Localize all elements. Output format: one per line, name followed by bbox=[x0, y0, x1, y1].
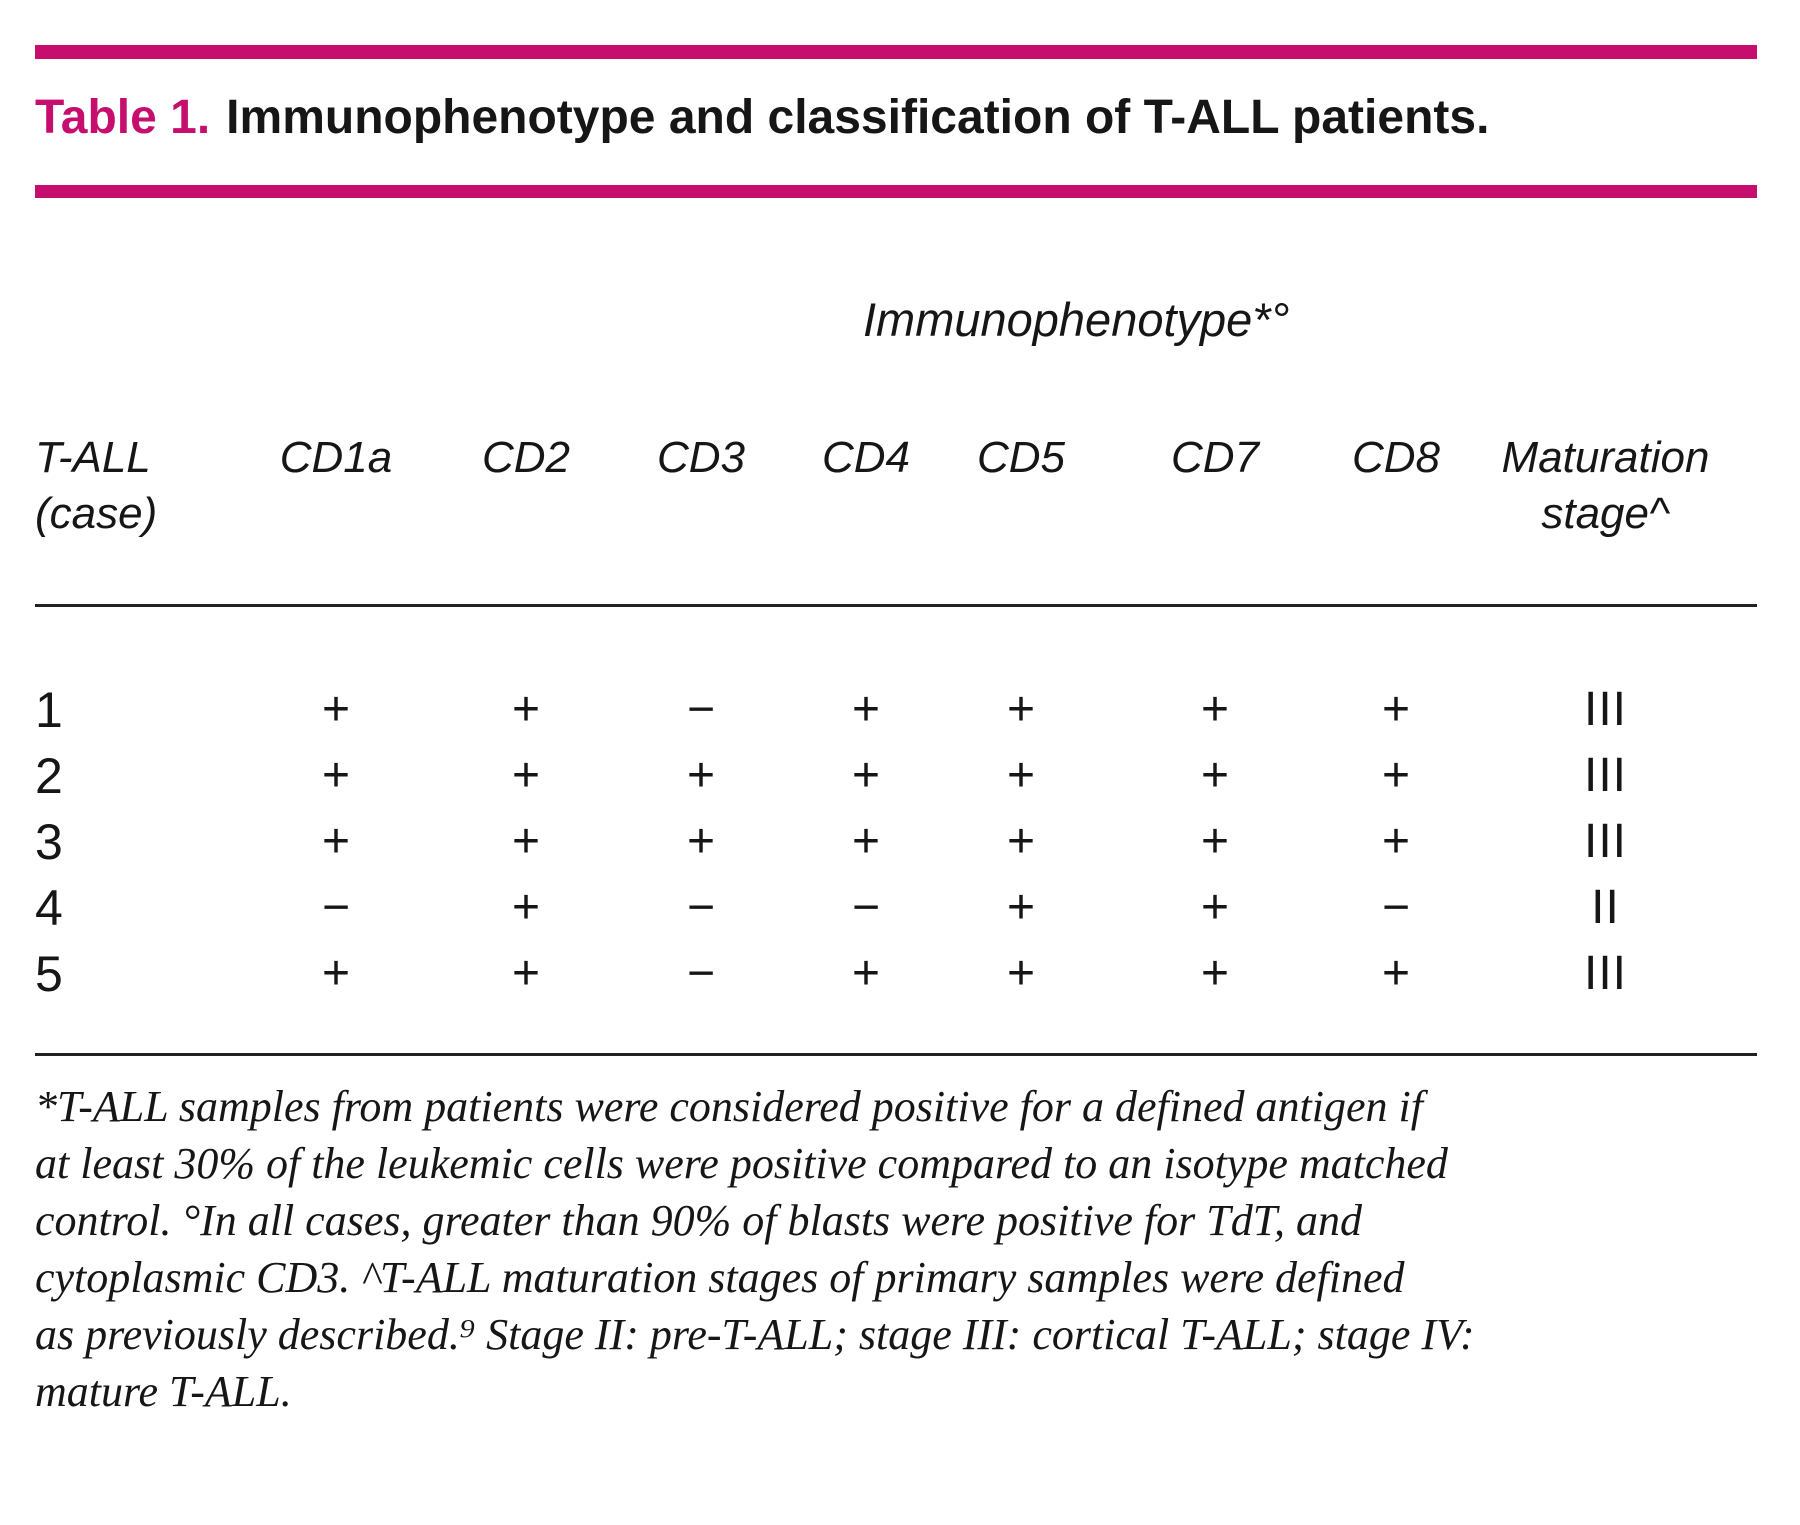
marker-value-cd1a: + bbox=[321, 749, 351, 802]
column-header-cd4: CD4 bbox=[782, 400, 950, 607]
case-number: 2 bbox=[35, 748, 63, 804]
footnote-line: cytoplasmic CD3. ^T-ALL maturation stage… bbox=[35, 1253, 1405, 1302]
column-header-cd3: CD3 bbox=[620, 400, 782, 607]
marker-value-cd1a: + bbox=[321, 947, 351, 1000]
maturation-stage-value: III bbox=[1583, 749, 1627, 802]
marker-value-cd2: + bbox=[511, 683, 541, 736]
marker-value-cd5: + bbox=[1006, 815, 1036, 868]
column-header-cd1a: CD1a bbox=[240, 400, 432, 607]
marker-value-cd2: + bbox=[511, 749, 541, 802]
case-number: 3 bbox=[35, 814, 63, 870]
column-header-line1: CD2 bbox=[481, 433, 571, 482]
title-bottom-accent-rule bbox=[35, 185, 1757, 198]
column-header-maturation-stage: Maturation stage^ bbox=[1454, 400, 1757, 607]
marker-value-cd5: + bbox=[1006, 749, 1036, 802]
marker-value-cd5: + bbox=[1006, 947, 1036, 1000]
marker-value-cd8: + bbox=[1381, 947, 1411, 1000]
table-row: 3 + + + + + + + III bbox=[35, 809, 1757, 875]
table-title: Table 1. Immunophenotype and classificati… bbox=[35, 90, 1489, 145]
marker-value-cd5: + bbox=[1006, 683, 1036, 736]
case-number: 4 bbox=[35, 880, 63, 936]
marker-value-cd4: − bbox=[851, 881, 881, 934]
column-header-line1: CD5 bbox=[976, 433, 1066, 482]
column-header-line2: stage^ bbox=[1541, 489, 1670, 538]
table-row: 2 + + + + + + + III bbox=[35, 743, 1757, 809]
marker-value-cd3: − bbox=[686, 683, 716, 736]
footnote-line: as previously described.⁹ Stage II: pre-… bbox=[35, 1310, 1475, 1359]
marker-value-cd4: + bbox=[851, 683, 881, 736]
marker-value-cd7: + bbox=[1200, 683, 1230, 736]
column-header-line1: CD1a bbox=[279, 433, 393, 482]
table-number-label: Table 1. bbox=[35, 91, 211, 144]
marker-value-cd4: + bbox=[851, 749, 881, 802]
column-header-line2: (case) bbox=[35, 489, 158, 538]
column-header-line1: CD7 bbox=[1170, 433, 1260, 482]
immunophenotype-group-header: Immunophenotype*° bbox=[863, 293, 1290, 346]
column-header-line1: CD4 bbox=[821, 433, 911, 482]
column-header-cd5: CD5 bbox=[950, 400, 1092, 607]
maturation-stage-value: III bbox=[1583, 815, 1627, 868]
maturation-stage-value: III bbox=[1583, 683, 1627, 736]
marker-value-cd3: + bbox=[686, 815, 716, 868]
marker-value-cd8: − bbox=[1381, 881, 1411, 934]
immunophenotype-table: T-ALL (case) CD1a CD2 CD3 CD4 CD5 bbox=[35, 400, 1757, 1056]
maturation-stage-value: II bbox=[1591, 881, 1620, 934]
marker-value-cd1a: + bbox=[321, 815, 351, 868]
marker-value-cd7: + bbox=[1200, 815, 1230, 868]
footnote-line: control. °In all cases, greater than 90%… bbox=[35, 1196, 1362, 1245]
table-row: 1 + + − + + + + III bbox=[35, 606, 1757, 744]
marker-value-cd4: + bbox=[851, 815, 881, 868]
marker-value-cd7: + bbox=[1200, 881, 1230, 934]
marker-value-cd5: + bbox=[1006, 881, 1036, 934]
top-accent-rule bbox=[35, 45, 1757, 59]
column-header-cd8: CD8 bbox=[1338, 400, 1454, 607]
column-header-case: T-ALL (case) bbox=[35, 400, 240, 607]
column-header-cd7: CD7 bbox=[1092, 400, 1338, 607]
marker-value-cd2: + bbox=[511, 815, 541, 868]
table-footnote: *T-ALL samples from patients were consid… bbox=[35, 1078, 1475, 1420]
marker-value-cd2: + bbox=[511, 881, 541, 934]
footnote-line: mature T-ALL. bbox=[35, 1367, 292, 1416]
marker-value-cd8: + bbox=[1381, 749, 1411, 802]
table-row: 5 + + − + + + + III bbox=[35, 941, 1757, 1055]
marker-value-cd8: + bbox=[1381, 683, 1411, 736]
marker-value-cd2: + bbox=[511, 947, 541, 1000]
footnote-line: at least 30% of the leukemic cells were … bbox=[35, 1139, 1448, 1188]
marker-value-cd3: + bbox=[686, 749, 716, 802]
column-header-line1: T-ALL bbox=[35, 433, 151, 482]
marker-value-cd1a: − bbox=[321, 881, 351, 934]
maturation-stage-value: III bbox=[1583, 947, 1627, 1000]
marker-value-cd4: + bbox=[851, 947, 881, 1000]
marker-value-cd3: − bbox=[686, 881, 716, 934]
column-header-cd2: CD2 bbox=[432, 400, 620, 607]
case-number: 5 bbox=[35, 946, 63, 1002]
marker-value-cd1a: + bbox=[321, 683, 351, 736]
column-header-line1: CD3 bbox=[656, 433, 746, 482]
table-row: 4 − + − − + + − II bbox=[35, 875, 1757, 941]
table-title-text: Immunophenotype and classification of T-… bbox=[226, 91, 1490, 144]
marker-value-cd3: − bbox=[686, 947, 716, 1000]
case-number: 1 bbox=[35, 682, 63, 738]
marker-value-cd7: + bbox=[1200, 749, 1230, 802]
marker-value-cd8: + bbox=[1381, 815, 1411, 868]
column-header-line1: CD8 bbox=[1351, 433, 1441, 482]
header-row: T-ALL (case) CD1a CD2 CD3 CD4 CD5 bbox=[35, 400, 1757, 607]
column-header-line1: Maturation bbox=[1501, 433, 1710, 482]
marker-value-cd7: + bbox=[1200, 947, 1230, 1000]
footnote-line: *T-ALL samples from patients were consid… bbox=[35, 1082, 1423, 1131]
